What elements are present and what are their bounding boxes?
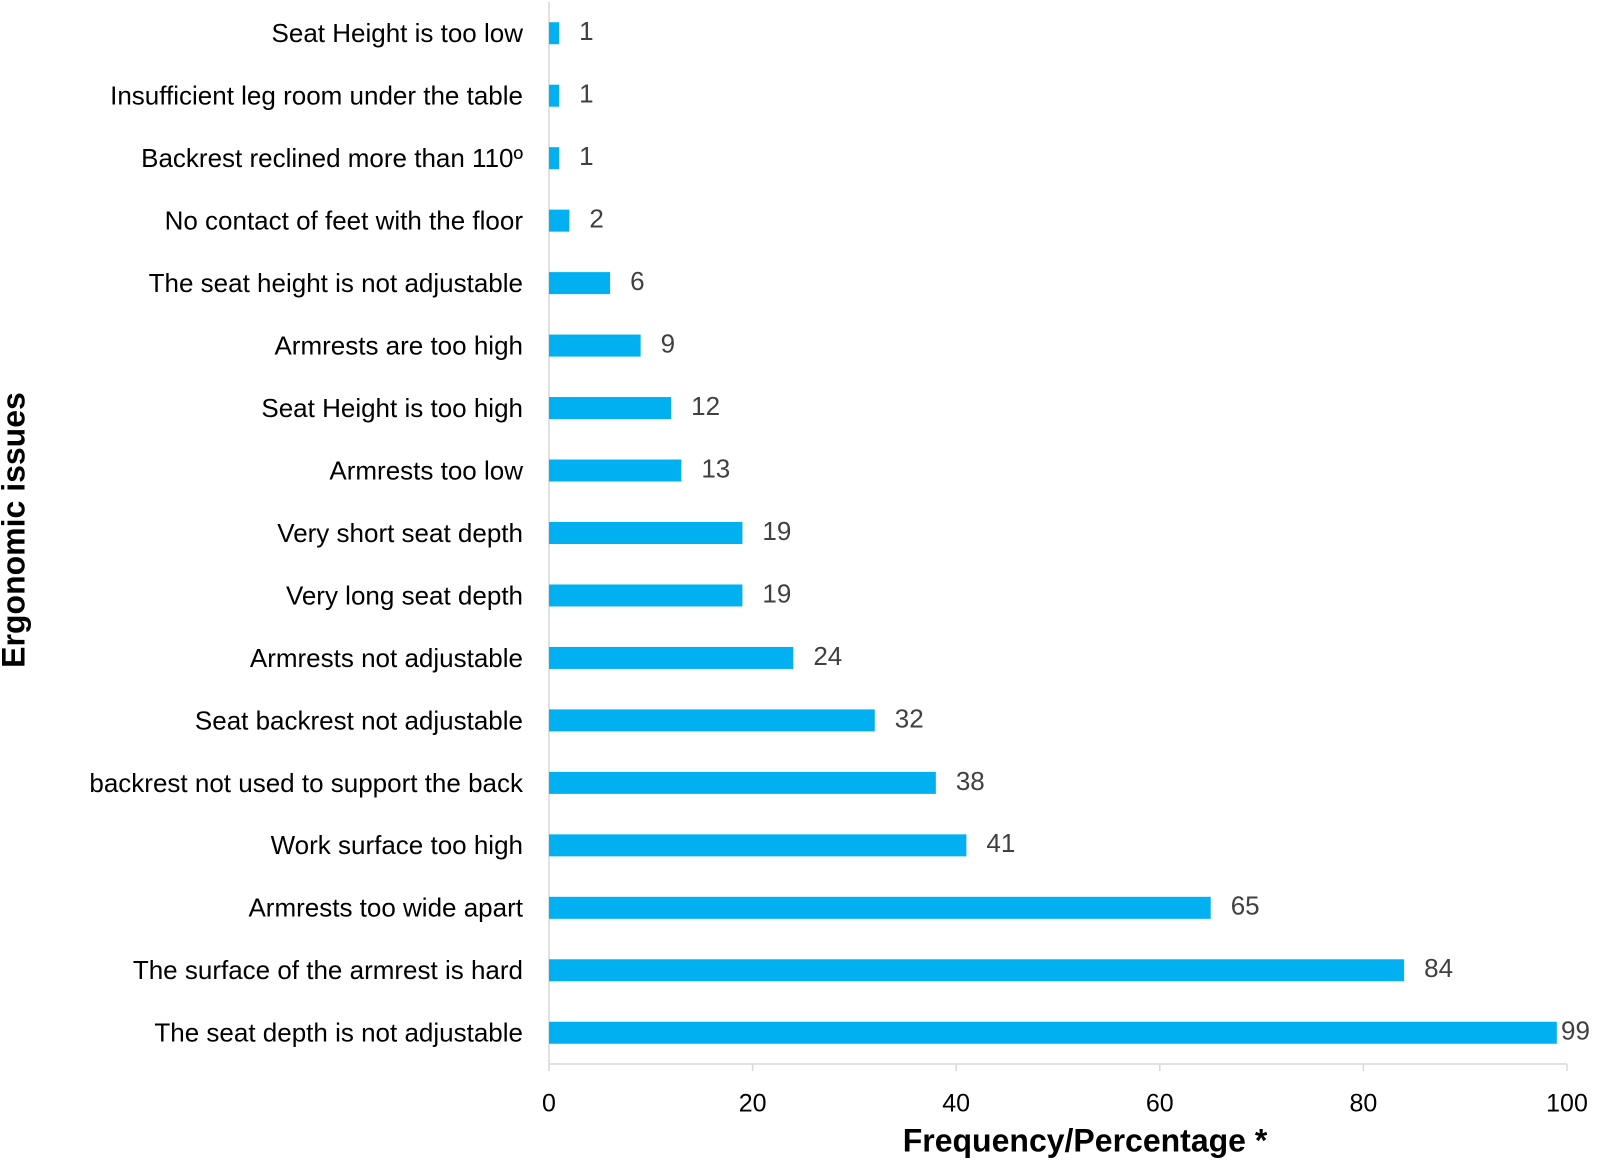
bar [549, 834, 967, 857]
x-tick-label: 40 [942, 1090, 970, 1118]
bar [549, 646, 794, 669]
y-tick-label: backrest not used to support the back [89, 768, 524, 798]
bar [549, 334, 641, 357]
x-tick-label: 0 [542, 1090, 556, 1118]
y-tick-label: Seat Height is too low [272, 18, 524, 48]
x-tick-label: 100 [1546, 1090, 1588, 1118]
y-tick-label: The surface of the armrest is hard [133, 955, 523, 985]
value-label: 84 [1424, 953, 1453, 983]
bar [549, 272, 611, 295]
y-tick-label: Armrests too low [329, 455, 523, 485]
y-tick-label: The seat height is not adjustable [149, 268, 523, 298]
y-tick-label: Seat Height is too high [261, 393, 523, 423]
x-tick-label: 60 [1146, 1090, 1174, 1118]
value-label: 1 [579, 141, 593, 171]
y-tick-label: Seat backrest not adjustable [195, 705, 523, 735]
y-axis-title: Ergonomic issues [0, 392, 31, 668]
value-label: 41 [986, 828, 1015, 858]
y-tick-label: Backrest reclined more than 110º [141, 143, 523, 173]
bar [549, 22, 560, 45]
bar [549, 84, 560, 107]
bar [549, 522, 743, 544]
value-label: 32 [895, 703, 924, 733]
y-tick-label: Armrests not adjustable [250, 643, 523, 673]
y-tick-label: Armrests too wide apart [248, 893, 523, 923]
bar [549, 147, 560, 170]
bar [549, 959, 1405, 982]
value-label: 12 [691, 391, 720, 421]
value-label: 99 [1561, 1016, 1590, 1046]
value-label: 6 [630, 266, 644, 296]
value-label: 19 [762, 578, 791, 608]
value-label: 1 [579, 16, 593, 46]
x-axis-title: Frequency/Percentage * [903, 1122, 1268, 1158]
bar [549, 709, 875, 732]
bar [549, 771, 936, 794]
y-tick-label: Work surface too high [271, 830, 523, 860]
y-tick-label: Armrests are too high [274, 330, 523, 360]
value-label: 65 [1231, 891, 1260, 921]
bar [549, 459, 682, 482]
y-tick-label: Insufficient leg room under the table [110, 81, 523, 111]
value-label: 1 [579, 79, 593, 109]
y-tick-label: Very long seat depth [286, 580, 523, 610]
value-label: 24 [813, 641, 842, 671]
y-tick-label: The seat depth is not adjustable [154, 1018, 523, 1048]
x-tick-label: 80 [1349, 1090, 1377, 1118]
value-label: 19 [762, 516, 791, 546]
value-label: 2 [589, 204, 603, 234]
bar [549, 896, 1211, 919]
bar [549, 397, 672, 420]
bar [549, 209, 570, 232]
x-tick-label: 20 [739, 1090, 767, 1118]
value-label: 13 [701, 453, 730, 483]
bar [549, 1021, 1557, 1044]
value-label: 38 [956, 766, 985, 796]
value-label: 9 [661, 328, 675, 358]
y-tick-label: Very short seat depth [277, 518, 523, 548]
y-tick-label: No contact of feet with the floor [165, 206, 524, 236]
bar [549, 584, 743, 607]
